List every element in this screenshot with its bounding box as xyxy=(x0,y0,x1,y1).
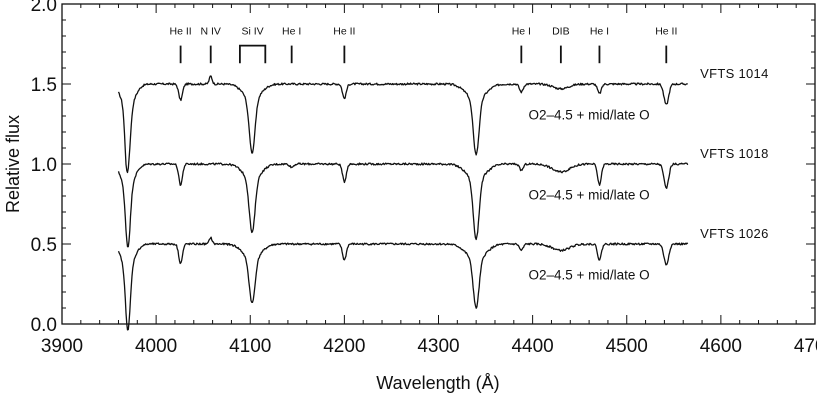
y-tick-label: 1.5 xyxy=(31,75,57,96)
x-tick-labels: 3900 4000 4100 4200 4300 4400 4500 4600 4700 xyxy=(41,336,817,357)
line-marker-label: Si IV xyxy=(242,25,264,37)
spectrum-line xyxy=(117,75,688,174)
line-marker-label: He I xyxy=(512,25,531,37)
y-axis-title: Relative flux xyxy=(3,115,23,213)
line-marker-bracket xyxy=(238,44,267,64)
series-name-label: VFTS 1014 xyxy=(700,66,768,81)
line-markers: He II N IV Si IV He I He II He I DIB He I He II xyxy=(170,25,677,64)
line-marker-label: N IV xyxy=(201,25,221,37)
line-marker-label: He II xyxy=(333,25,355,37)
spectra: VFTS 1014 O2–4.5 + mid/late O VFTS 1018 O2–… xyxy=(117,66,768,331)
x-tick-label: 4500 xyxy=(606,336,648,357)
line-marker-label: He II xyxy=(655,25,677,37)
y-tick-label: 1.0 xyxy=(31,155,57,176)
line-marker-label: He II xyxy=(170,25,192,37)
spectral-type-label: O2–4.5 + mid/late O xyxy=(528,107,649,122)
y-tick-labels: 0.0 0.5 1.0 1.5 2.0 xyxy=(31,0,57,336)
y-tick-label: 0.5 xyxy=(31,235,57,256)
line-marker-label: DIB xyxy=(552,25,570,37)
series-name-label: VFTS 1018 xyxy=(700,146,768,161)
spectral-type-label: O2–4.5 + mid/late O xyxy=(528,267,649,282)
x-tick-label: 4000 xyxy=(135,336,177,357)
y-tick-label: 2.0 xyxy=(31,0,57,16)
x-tick-label: 4100 xyxy=(229,336,271,357)
x-tick-label: 4700 xyxy=(794,336,817,357)
x-tick-label: 4400 xyxy=(511,336,553,357)
line-marker-label: He I xyxy=(282,25,301,37)
x-tick-label: 3900 xyxy=(41,336,83,357)
series-name-label: VFTS 1026 xyxy=(700,226,768,241)
spectrum-line xyxy=(117,162,689,248)
spectrum-line xyxy=(117,236,689,331)
y-tick-label: 0.0 xyxy=(31,315,57,336)
spectral-type-label: O2–4.5 + mid/late O xyxy=(528,187,649,202)
x-tick-label: 4600 xyxy=(700,336,742,357)
x-tick-label: 4300 xyxy=(417,336,459,357)
axis-ticks xyxy=(61,3,816,325)
x-tick-label: 4200 xyxy=(323,336,365,357)
x-axis-title: Wavelength (Å) xyxy=(376,373,499,393)
line-marker-label: He I xyxy=(590,25,609,37)
